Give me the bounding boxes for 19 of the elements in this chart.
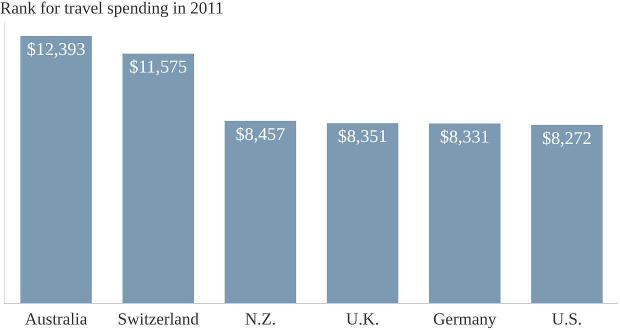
bar <box>122 54 194 303</box>
x-tick-label: Germany <box>433 309 497 328</box>
bar <box>531 124 603 303</box>
data-label: $8,351 <box>338 126 388 146</box>
x-tick-label: U.S. <box>552 309 582 328</box>
x-tick-label: Switzerland <box>118 309 200 328</box>
data-label: $8,457 <box>236 124 286 144</box>
x-tick-label: U.K. <box>346 309 380 328</box>
data-label: $11,575 <box>129 56 188 77</box>
x-tick-label: Australia <box>24 309 88 328</box>
data-label: $12,393 <box>26 39 86 60</box>
x-tick-label: N.Z. <box>244 309 276 328</box>
bar <box>428 124 501 303</box>
bar <box>20 36 92 303</box>
chart-title: Rank for travel spending in 2011 <box>0 0 224 18</box>
bar <box>224 120 296 303</box>
data-label: $8,331 <box>440 126 490 147</box>
data-label: $8,272 <box>542 128 592 148</box>
bar <box>326 123 398 303</box>
